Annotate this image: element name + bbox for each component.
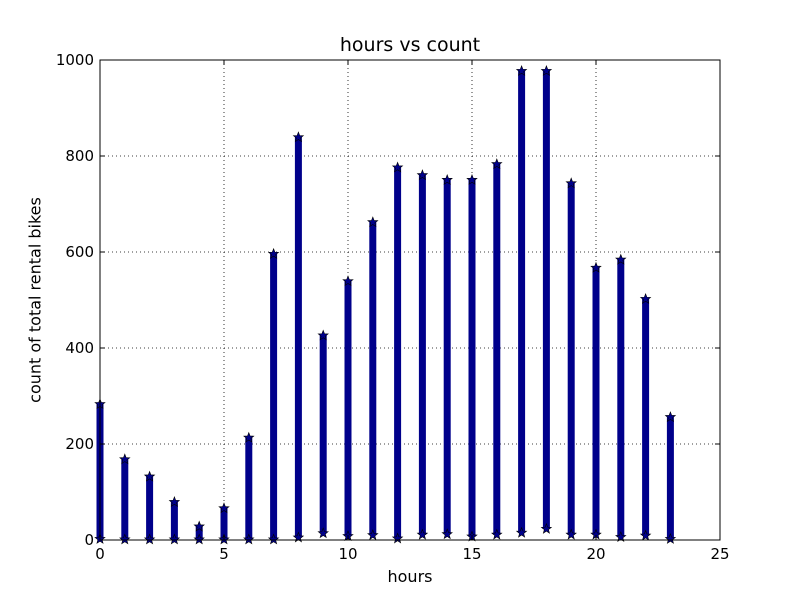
x-tick-label: 15	[462, 545, 481, 563]
y-tick-label: 400	[65, 339, 94, 357]
min-marker-hour-9	[317, 527, 329, 539]
max-marker-hour-13	[416, 169, 429, 181]
max-marker-hour-19	[565, 177, 577, 189]
max-marker-hour-10	[342, 275, 354, 287]
y-tick-label: 1000	[56, 51, 94, 69]
marker-layer	[94, 64, 677, 545]
chart-title: hours vs count	[339, 34, 481, 56]
y-tick-label: 0	[84, 531, 94, 549]
max-marker-hour-5	[218, 502, 230, 514]
min-marker-hour-7	[267, 533, 280, 545]
min-marker-hour-22	[639, 529, 652, 541]
max-marker-hour-17	[515, 64, 528, 76]
max-marker-hour-8	[292, 131, 305, 143]
x-axis-label: hours	[387, 567, 433, 586]
max-marker-hour-16	[491, 158, 503, 170]
max-marker-hour-21	[615, 253, 627, 265]
y-tick-label: 200	[65, 435, 94, 453]
max-marker-hour-23	[664, 411, 677, 423]
min-marker-hour-12	[391, 532, 404, 544]
max-marker-hour-4	[193, 520, 205, 532]
max-marker-hour-2	[143, 470, 156, 482]
max-marker-hour-3	[168, 496, 181, 507]
min-marker-hour-23	[664, 532, 677, 544]
max-marker-hour-18	[540, 64, 553, 76]
grid-layer	[100, 60, 720, 540]
min-marker-hour-1	[119, 533, 131, 545]
x-tick-label: 25	[710, 545, 729, 563]
tick-layer: 0 5 10 15 20 25 0 200 400 600 800 1000	[56, 51, 730, 563]
min-marker-hour-17	[515, 526, 528, 538]
min-marker-hour-14	[441, 528, 453, 540]
min-marker-hour-21	[615, 531, 627, 543]
axes-frame	[99, 59, 721, 541]
min-marker-hour-13	[416, 528, 429, 540]
min-marker-hour-3	[168, 533, 181, 545]
min-marker-hour-2	[143, 533, 156, 545]
x-tick-label: 20	[586, 545, 605, 563]
max-marker-hour-22	[639, 292, 652, 304]
max-marker-hour-1	[119, 453, 131, 465]
max-marker-hour-14	[441, 173, 453, 185]
x-tick-label: 5	[219, 545, 229, 563]
y-axis-label: count of total rental bikes	[25, 197, 45, 403]
y-tick-label: 800	[65, 147, 94, 165]
y-tick-label: 600	[65, 243, 94, 261]
x-tick-label: 0	[95, 545, 105, 563]
min-marker-hour-11	[367, 529, 379, 541]
x-tick-label: 10	[338, 545, 357, 563]
max-marker-hour-7	[267, 247, 280, 259]
min-marker-hour-18	[540, 522, 553, 534]
max-marker-hour-11	[367, 216, 379, 228]
min-marker-hour-6	[243, 533, 255, 545]
min-marker-hour-16	[491, 528, 503, 540]
max-marker-hour-6	[243, 431, 255, 443]
max-marker-hour-12	[391, 161, 404, 173]
max-marker-hour-15	[466, 173, 478, 185]
max-marker-hour-20	[590, 261, 602, 273]
max-marker-hour-9	[317, 329, 329, 341]
min-marker-hour-19	[565, 528, 577, 540]
min-marker-hour-4	[193, 533, 205, 545]
